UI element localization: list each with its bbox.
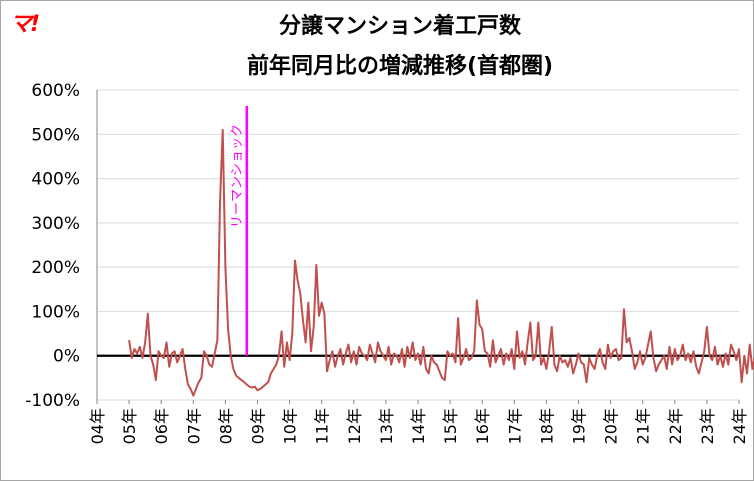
x-tick-label: 12年 bbox=[345, 408, 364, 444]
x-tick-label: 14年 bbox=[409, 408, 428, 444]
y-tick-label: 0% bbox=[53, 347, 80, 367]
x-tick-label: 15年 bbox=[441, 408, 460, 444]
x-tick-label: 08年 bbox=[216, 408, 235, 444]
y-tick-label: 500% bbox=[31, 125, 80, 145]
y-tick-label: 600% bbox=[31, 81, 80, 101]
x-tick-label: 05年 bbox=[120, 408, 139, 444]
x-tick-label: 22年 bbox=[666, 408, 685, 444]
x-tick-label: 07年 bbox=[184, 408, 203, 444]
x-tick-label: 24年 bbox=[730, 408, 749, 444]
series-line bbox=[128, 128, 754, 397]
y-tick-label: -100% bbox=[25, 391, 80, 411]
x-tick-label: 20年 bbox=[602, 408, 621, 444]
x-tick-label: 19年 bbox=[570, 408, 589, 444]
y-tick-label: 300% bbox=[31, 214, 80, 234]
x-tick-label: 16年 bbox=[473, 408, 492, 444]
x-tick-label: 10年 bbox=[281, 408, 300, 444]
y-tick-label: 200% bbox=[31, 258, 80, 278]
x-tick-label: 21年 bbox=[634, 408, 653, 444]
annotation-label: リーマンショック bbox=[230, 124, 245, 228]
x-tick-label: 18年 bbox=[537, 408, 556, 444]
x-tick-label: 13年 bbox=[377, 408, 396, 444]
brand-logo: マ! bbox=[10, 12, 40, 37]
gridlines bbox=[96, 89, 739, 401]
chart-title-line1: 分譲マンション着工戸数 bbox=[278, 14, 521, 39]
x-axis-tick-labels: 04年 05年 06年 07年 08年 09年 10年 11年 12年 13年 14年 15年 16年 1… bbox=[88, 400, 749, 444]
y-axis-tick-labels: 600% 500% 400% 300% 200% 100% 0% -100% bbox=[25, 81, 80, 411]
x-tick-label: 17年 bbox=[505, 408, 524, 444]
x-tick-label: 11年 bbox=[313, 408, 332, 444]
x-tick-label: 23年 bbox=[698, 408, 717, 444]
y-tick-label: 400% bbox=[31, 170, 80, 190]
annotation-lehman-shock: リーマンショック bbox=[230, 106, 249, 356]
y-tick-label: 100% bbox=[31, 302, 80, 322]
chart-title-line2: 前年同月比の増減推移(首都圏) bbox=[246, 54, 554, 79]
x-tick-label: 09年 bbox=[249, 408, 268, 444]
x-tick-label: 04年 bbox=[88, 408, 107, 444]
series-polyline bbox=[128, 128, 754, 397]
x-tick-label: 06年 bbox=[152, 408, 171, 444]
